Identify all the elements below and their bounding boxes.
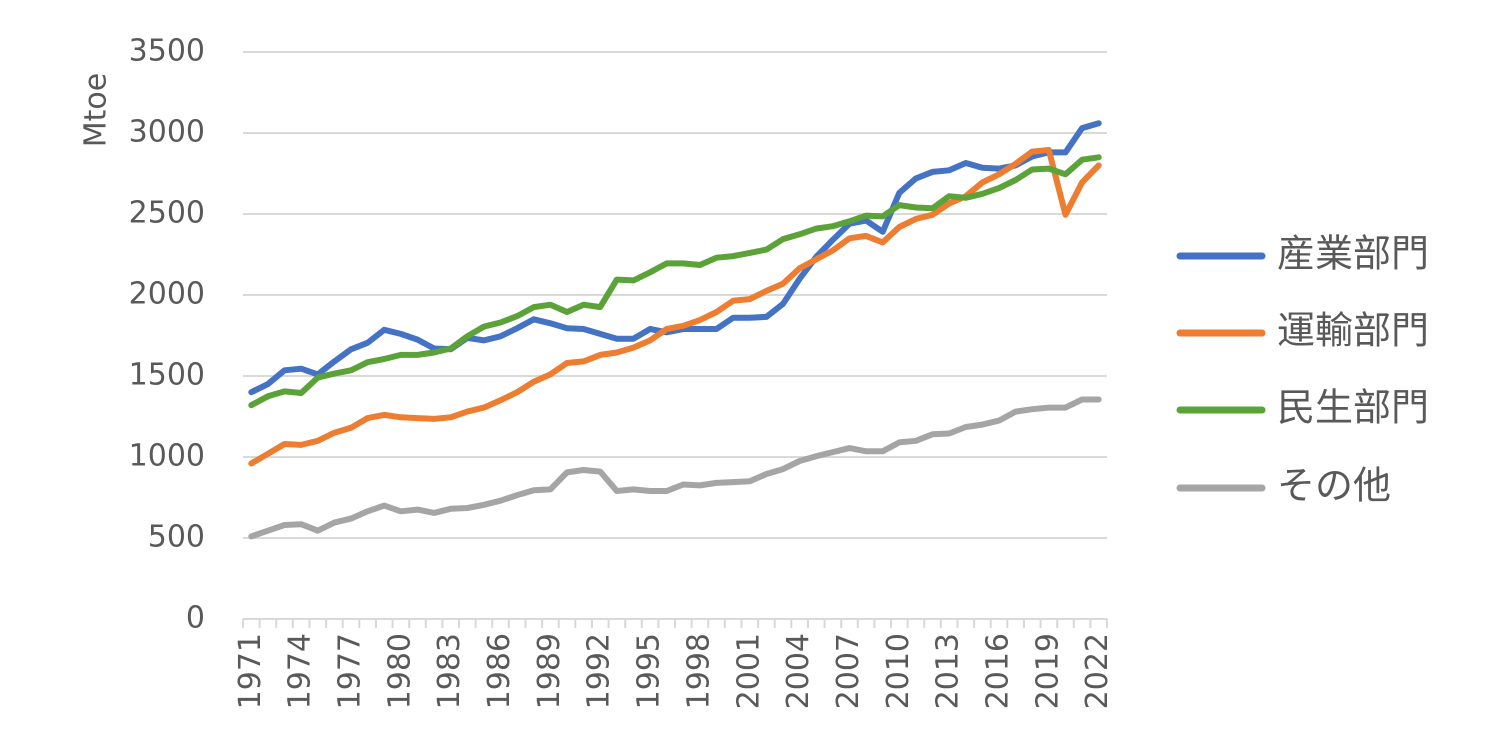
x-tick-label: 2010 [881, 633, 916, 709]
y-tick-label: 1000 [129, 439, 205, 474]
x-tick-label: 1983 [432, 633, 467, 709]
series-line-4 [248, 396, 1102, 540]
y-tick-label: 0 [186, 601, 205, 636]
x-tick-label: 1998 [681, 633, 716, 709]
y-tick-label: 1500 [129, 358, 205, 393]
y-tick-label: 500 [148, 520, 205, 555]
x-tick-label: 1992 [582, 633, 617, 709]
y-tick-label: 3000 [129, 115, 205, 150]
legend-item: 運輸部門 [1176, 309, 1429, 353]
legend-item: 産業部門 [1176, 232, 1429, 276]
y-tick-label: 2500 [129, 196, 205, 231]
series-line-1 [248, 120, 1102, 396]
x-tick-label: 2007 [831, 633, 866, 709]
x-tick-label: 1977 [333, 633, 368, 709]
series-lines [248, 120, 1102, 540]
legend-item: その他 [1176, 464, 1391, 508]
x-tick-label: 1989 [532, 633, 567, 709]
x-tick-label: 2019 [1030, 633, 1065, 709]
legend-label: 運輸部門 [1277, 309, 1429, 353]
x-tick-label: 1986 [482, 633, 517, 709]
x-tick-label: 1974 [283, 633, 318, 709]
x-tick-label: 1971 [233, 633, 268, 709]
x-tick-label: 1995 [632, 633, 667, 709]
x-axis: 1971 1974 1977 1980 1983 1986 1989 1992 1995 1998… [233, 618, 1115, 709]
y-axis-ticks: 0 500 1000 1500 2000 2500 3000 3500 [129, 34, 205, 636]
x-tick-label: 2016 [981, 633, 1016, 709]
series-line-3 [248, 154, 1102, 409]
legend-label: その他 [1277, 464, 1391, 508]
legend-label: 産業部門 [1277, 232, 1429, 276]
x-tick-label: 2001 [731, 633, 766, 709]
x-tick-label: 2004 [781, 633, 816, 709]
y-tick-label: 3500 [129, 34, 205, 69]
x-tick-label: 2022 [1080, 633, 1115, 709]
x-tick-label: 2013 [931, 633, 966, 709]
legend-label: 民生部門 [1277, 386, 1429, 430]
gridlines [243, 51, 1107, 539]
x-tick-label: 1980 [382, 633, 417, 709]
y-axis-label: Mtoe [79, 73, 114, 147]
y-tick-label: 2000 [129, 277, 205, 312]
legend-item: 民生部門 [1176, 386, 1429, 430]
